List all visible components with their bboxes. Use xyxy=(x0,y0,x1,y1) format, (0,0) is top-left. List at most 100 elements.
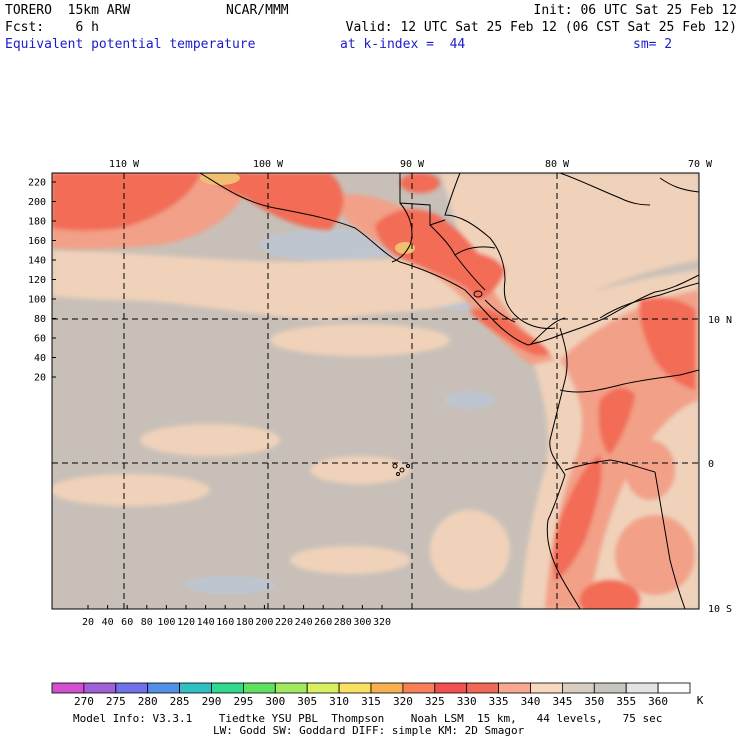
colorbar-swatch xyxy=(657,682,691,694)
colorbar-swatch xyxy=(370,682,404,694)
colorbar-swatch xyxy=(498,682,531,694)
colorbar-label: 360 xyxy=(648,695,668,708)
valid-time: Valid: 12 UTC Sat 25 Feb 12 (06 CST Sat … xyxy=(345,20,737,35)
y-tick-label: 160 xyxy=(28,236,46,247)
caribbean-coastline xyxy=(444,173,556,329)
lon-label: 90 W xyxy=(400,159,425,170)
lat-label: 0 xyxy=(708,459,714,470)
x-tick-label: 240 xyxy=(295,617,313,628)
x-tick-label: 200 xyxy=(255,617,273,628)
model-title: TORERO 15km ARW xyxy=(5,3,131,18)
pale-patch xyxy=(430,510,510,590)
red-colombia xyxy=(639,298,695,390)
x-tick-label: 160 xyxy=(216,617,234,628)
mexico-coastline xyxy=(199,173,699,346)
lon-label: 70 W xyxy=(688,159,713,170)
salmon-patch xyxy=(615,515,695,595)
colorbar xyxy=(51,682,691,694)
lat-label: 10 S xyxy=(708,604,732,615)
colombia-border xyxy=(559,369,699,393)
pale-patch xyxy=(140,424,280,456)
coastlines xyxy=(199,173,699,609)
field-name: Equivalent potential temperature xyxy=(5,37,256,52)
x-tick-label: 80 xyxy=(141,617,153,628)
colorbar-labels: 270 275 280 285 290 295 300 305 310 315 320 325 330 3… xyxy=(74,695,668,708)
theta-e-field xyxy=(52,173,699,609)
salmon-patch xyxy=(625,440,675,500)
model-info-line1: Model Info: V3.3.1 Tiedtke YSU PBL Thomp… xyxy=(73,712,663,725)
lake-nicaragua xyxy=(473,290,483,298)
galapagos-island xyxy=(392,463,398,469)
x-tick-label: 120 xyxy=(177,617,195,628)
y-tick-label: 180 xyxy=(28,217,46,228)
smoothing-info: sm= 2 xyxy=(633,37,673,52)
colorbar-unit: K xyxy=(697,694,704,707)
colorbar-swatch xyxy=(306,682,340,694)
red-costa-rica xyxy=(470,308,550,355)
red-patch xyxy=(400,173,440,193)
colorbar-swatch xyxy=(147,682,180,694)
red-nw xyxy=(52,173,200,231)
y-axis-ticks: 220 200 180 160 140 120 100 80 60 40 20 xyxy=(28,178,56,384)
colorbar-label: 290 xyxy=(202,695,222,708)
colorbar-label: 320 xyxy=(393,695,413,708)
forecast-hour: Fcst: 6 h xyxy=(5,20,99,35)
colorbar-swatch xyxy=(115,682,149,694)
y-tick-label: 200 xyxy=(28,197,46,208)
cuba-coastline xyxy=(559,173,651,206)
y-tick-label: 40 xyxy=(34,353,46,364)
x-tick-label: 320 xyxy=(373,617,391,628)
lon-label: 80 W xyxy=(545,159,570,170)
nicaragua-border xyxy=(454,254,486,291)
pale-patch xyxy=(270,324,450,356)
colorbar-label: 315 xyxy=(361,695,381,708)
pale-band-north xyxy=(52,250,470,320)
colorbar-swatch xyxy=(211,682,244,694)
colorbar-swatch xyxy=(338,682,372,694)
cool-patch xyxy=(445,391,495,409)
x-tick-label: 40 xyxy=(102,617,114,628)
colorbar-swatch xyxy=(274,682,308,694)
pale-patch xyxy=(290,546,410,574)
red-nicaragua xyxy=(455,253,505,300)
colorbar-label: 345 xyxy=(552,695,572,708)
x-tick-label: 20 xyxy=(82,617,94,628)
map-frame xyxy=(51,172,700,610)
y-tick-label: 60 xyxy=(34,334,46,345)
colorbar-swatch xyxy=(562,682,595,694)
colorbar-swatch xyxy=(530,682,563,694)
x-tick-label: 180 xyxy=(236,617,254,628)
colorbar-label: 355 xyxy=(616,695,636,708)
red-patch xyxy=(580,580,640,609)
org-name: NCAR/MMM xyxy=(226,3,289,18)
level-info: at k-index = 44 xyxy=(340,37,466,52)
colorbar-label: 270 xyxy=(74,695,94,708)
colorbar-label: 280 xyxy=(138,695,158,708)
colorbar-swatch xyxy=(625,682,659,694)
x-tick-label: 280 xyxy=(334,617,352,628)
pale-patch xyxy=(52,474,210,506)
venezuela-coastline xyxy=(599,282,699,319)
costa-rica-border xyxy=(484,299,516,323)
colorbar-swatch xyxy=(242,682,276,694)
colorbar-label: 325 xyxy=(425,695,445,708)
colorbar-swatch xyxy=(179,682,212,694)
colorbar-label: 310 xyxy=(329,695,349,708)
cool-patch xyxy=(185,576,275,594)
red-peru xyxy=(553,455,602,580)
red-mexico-coast xyxy=(205,173,344,230)
yucatan-coastline xyxy=(399,173,446,226)
x-tick-label: 300 xyxy=(353,617,371,628)
pale-patch xyxy=(310,456,410,484)
colorbar-swatch xyxy=(466,682,500,694)
x-tick-label: 60 xyxy=(121,617,133,628)
colorbar-label: 285 xyxy=(170,695,190,708)
hispaniola-coastline xyxy=(659,177,699,193)
guatemala-border xyxy=(391,202,413,263)
colorbar-label: 340 xyxy=(521,695,541,708)
x-tick-label: 100 xyxy=(157,617,175,628)
colorbar-swatch xyxy=(83,682,117,694)
colorbar-label: 350 xyxy=(584,695,604,708)
init-time: Init: 06 UTC Sat 25 Feb 12 xyxy=(533,3,738,18)
